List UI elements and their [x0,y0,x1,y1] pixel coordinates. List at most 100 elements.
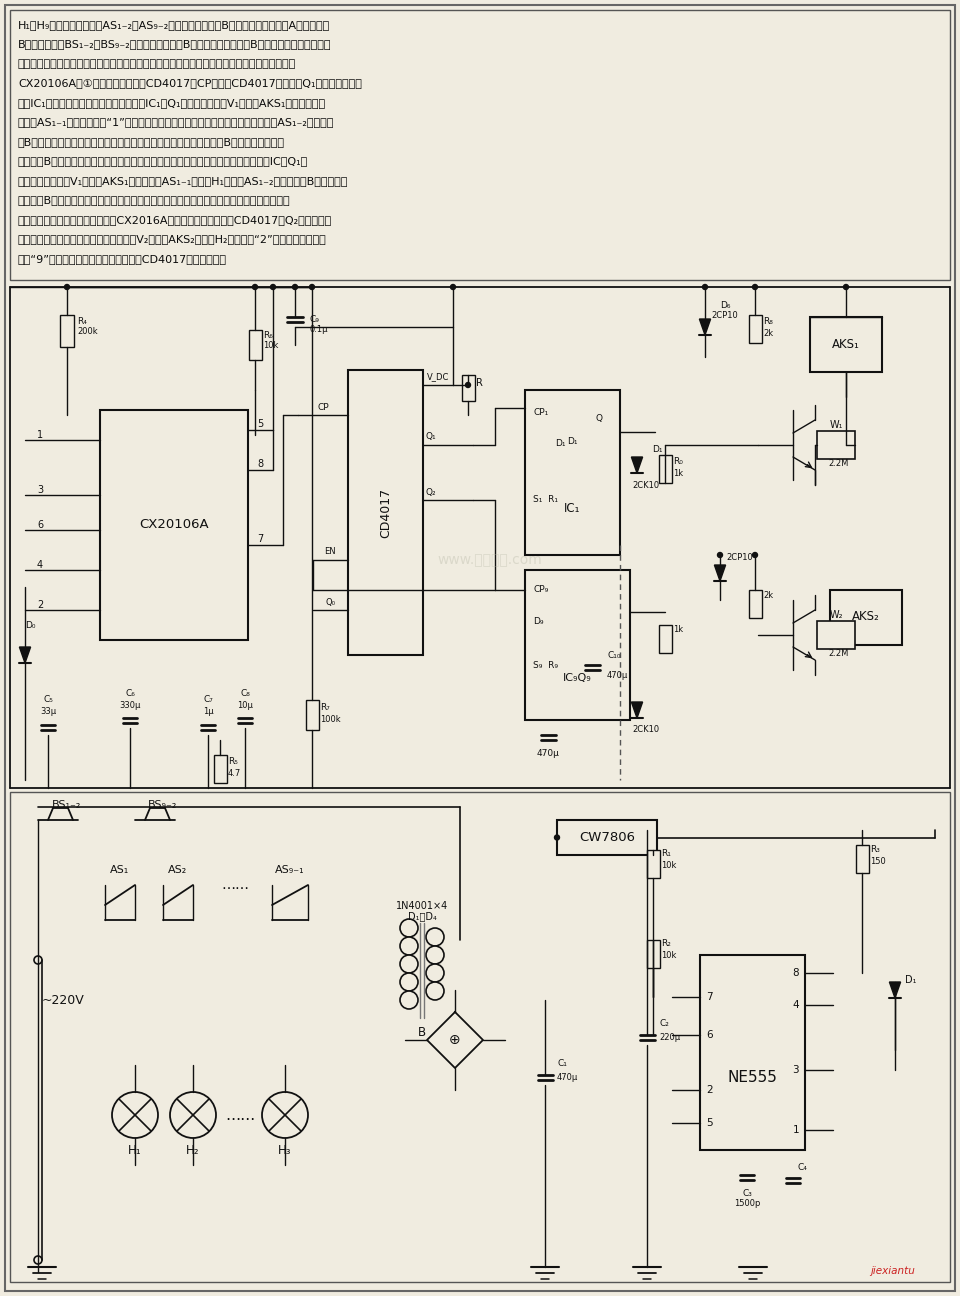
Text: BS₉₋₂: BS₉₋₂ [148,800,178,810]
Bar [810,318,882,372]
Text: ⊕: ⊕ [449,1033,461,1047]
Text: 2CK10: 2CK10 [632,481,660,490]
Text: R₀: R₀ [673,456,683,465]
Text: AKS₁: AKS₁ [832,337,860,350]
Circle shape [753,285,757,289]
Text: 断B组电路工作电源，使从甲方洞口开过来的车经过设置在乙方洞口的B组电路中的红外线: 断B组电路工作电源，使从甲方洞口开过来的车经过设置在乙方洞口的B组电路中的红外线 [18,137,285,146]
Circle shape [426,982,444,1001]
Circle shape [466,382,470,388]
Text: CP₁: CP₁ [533,408,548,417]
Text: 假设有一辆车从甲方洞口进入隙道开往乙方，车进洞口时，挡了一下红外光线，在挡住的瞬间，: 假设有一辆车从甲方洞口进入隙道开往乙方，车进洞口时，挡了一下红外光线，在挡住的瞬… [18,60,297,69]
Text: 2k: 2k [763,591,773,600]
Text: jiexiantu: jiexiantu [870,1266,915,1277]
Text: Q₂: Q₂ [425,487,436,496]
Bar [213,756,227,783]
Text: 2k: 2k [763,328,773,337]
Text: S₉  R₉: S₉ R₉ [533,661,558,670]
Text: 2.2M: 2.2M [828,459,850,468]
Text: CP₉: CP₉ [533,584,548,594]
Text: R₆: R₆ [263,330,273,340]
Text: 对触点AS₁₋₁闭合，显示出“1”字，表示从甲方洞口有一辆车进入隙道。第二对触点AS₁₋₂断开，切: 对触点AS₁₋₁闭合，显示出“1”字，表示从甲方洞口有一辆车进入隙道。第二对触点… [18,118,334,127]
Text: B组继电器触点BS₁₋₂～BS₉₋₂相同）闭合，接通B组电路工作电源，使B组电路也处于等待状态。: B组继电器触点BS₁₋₂～BS₉₋₂相同）闭合，接通B组电路工作电源，使B组电路… [18,39,331,49]
Text: 7: 7 [706,991,712,1002]
Text: C₂: C₂ [659,1019,669,1028]
Circle shape [555,835,560,840]
Bar [646,940,660,968]
Circle shape [262,1093,308,1138]
Text: R₇: R₇ [320,704,330,713]
Text: 输出变为低电平，V₁截止，AKS₁释放，触点AS₁₋₁断开，H₁息灬；AS₁₋₂闭合，接通B组电路工作: 输出变为低电平，V₁截止，AKS₁释放，触点AS₁₋₁断开，H₁息灬；AS₁₋₂… [18,176,348,187]
Bar [10,10,950,280]
Text: C₁₀: C₁₀ [607,651,620,660]
Text: 4: 4 [36,560,43,570]
Text: 470μ: 470μ [607,670,628,679]
Text: R₁: R₁ [661,849,671,858]
Text: 0.1μ: 0.1μ [309,324,327,333]
Circle shape [426,928,444,946]
Text: 7: 7 [257,534,263,544]
Text: 2: 2 [706,1085,712,1095]
Bar [10,792,950,1282]
Text: W₁: W₁ [829,420,843,430]
Text: S₁  R₁: S₁ R₁ [533,495,558,504]
Text: 1k: 1k [673,468,684,477]
Text: CX20106A: CX20106A [139,518,209,531]
Text: 200k: 200k [77,327,98,336]
Text: B: B [418,1026,426,1039]
Circle shape [844,285,849,289]
Circle shape [400,937,418,955]
Text: C₁: C₁ [557,1059,566,1068]
Text: 150: 150 [870,857,886,866]
Text: CW7806: CW7806 [579,831,635,844]
Circle shape [293,285,298,289]
Text: 330μ: 330μ [119,701,141,709]
Text: D₁: D₁ [652,446,662,455]
Text: EN: EN [324,547,336,556]
Text: H₃: H₃ [278,1143,292,1156]
Text: ……: …… [221,877,249,892]
Polygon shape [889,982,900,998]
Text: CD4017: CD4017 [379,487,392,538]
Text: 6: 6 [706,1030,712,1039]
Bar [659,625,671,653]
Text: D₀: D₀ [25,621,36,630]
Bar [249,330,261,360]
Bar [646,850,660,877]
Text: 4: 4 [792,1001,799,1010]
Text: V_DC: V_DC [427,372,449,381]
Bar [525,390,620,555]
Circle shape [703,285,708,289]
Text: 电源，使B组电路又进入等待状态。当从甲方洞口进入的第一辆车还未出乙方洞口时，又有一: 电源，使B组电路又进入等待状态。当从甲方洞口进入的第一辆车还未出乙方洞口时，又有… [18,196,291,206]
Text: R₃: R₃ [870,845,880,854]
Text: 4.7: 4.7 [228,770,241,779]
Text: AS₉₋₁: AS₉₋₁ [276,864,305,875]
Circle shape [252,285,257,289]
Polygon shape [632,457,642,473]
Text: 10μ: 10μ [237,701,252,709]
Bar [830,590,902,645]
Bar [749,315,761,343]
Text: 100k: 100k [320,715,341,724]
Circle shape [170,1093,216,1138]
Text: 8: 8 [792,968,799,978]
Circle shape [400,973,418,991]
Text: 1: 1 [792,1125,799,1135]
Text: 显示“9”字，如要求扩展时，可使用几块CD4017。（摩光动）: 显示“9”字，如要求扩展时，可使用几块CD4017。（摩光动） [18,254,227,264]
Text: D₁～D₄: D₁～D₄ [408,911,437,921]
Circle shape [426,946,444,964]
Text: NE555: NE555 [728,1070,778,1085]
Text: R₂: R₂ [661,940,671,949]
Text: H₁: H₁ [129,1143,142,1156]
Text: R₈: R₈ [763,316,773,325]
Text: 1500p: 1500p [733,1199,760,1208]
Text: 3: 3 [792,1065,799,1074]
Text: www.捷创世界.com: www.捷创世界.com [438,553,542,568]
Bar [817,432,855,459]
Text: 2CP10: 2CP10 [711,311,738,320]
Circle shape [450,285,455,289]
Circle shape [64,285,69,289]
Circle shape [271,285,276,289]
Text: 2.2M: 2.2M [828,648,850,657]
Text: 2CP10: 2CP10 [727,553,754,562]
Text: 8: 8 [257,459,263,469]
